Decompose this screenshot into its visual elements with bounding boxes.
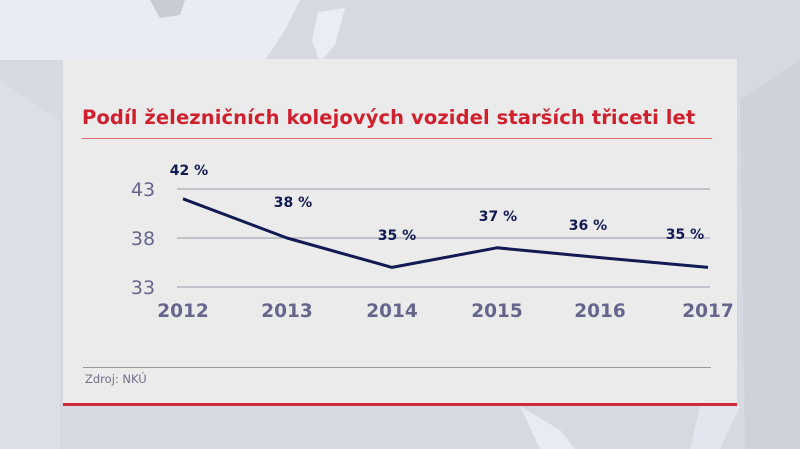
x-tick-label: 2015 — [471, 301, 523, 322]
x-tick-label: 2014 — [366, 301, 418, 322]
data-label: 36 % — [569, 218, 607, 234]
x-tick-label: 2016 — [574, 301, 626, 322]
source-label: Zdroj: NKÚ — [85, 372, 147, 386]
x-tick-label: 2017 — [682, 301, 734, 322]
y-tick-label: 33 — [131, 277, 155, 299]
title-divider — [82, 138, 712, 139]
x-tick-label: 2013 — [261, 301, 313, 322]
data-label: 35 % — [666, 227, 704, 243]
data-label: 42 % — [170, 163, 208, 179]
y-tick-label: 43 — [131, 179, 155, 201]
data-label: 35 % — [378, 228, 416, 244]
data-label: 38 % — [274, 195, 312, 211]
data-line — [182, 197, 709, 269]
line-chart: 33 38 43 2012 2013 2014 2015 2016 2017 42 % 38 % 35… — [131, 163, 734, 322]
data-label: 37 % — [479, 209, 517, 225]
source-divider — [83, 367, 711, 368]
y-tick-label: 38 — [131, 228, 155, 250]
chart-title: Podíl železničních kolejových vozidel st… — [82, 106, 696, 129]
x-tick-label: 2012 — [157, 301, 209, 322]
chart-panel: Podíl železničních kolejových vozidel st… — [63, 59, 737, 406]
